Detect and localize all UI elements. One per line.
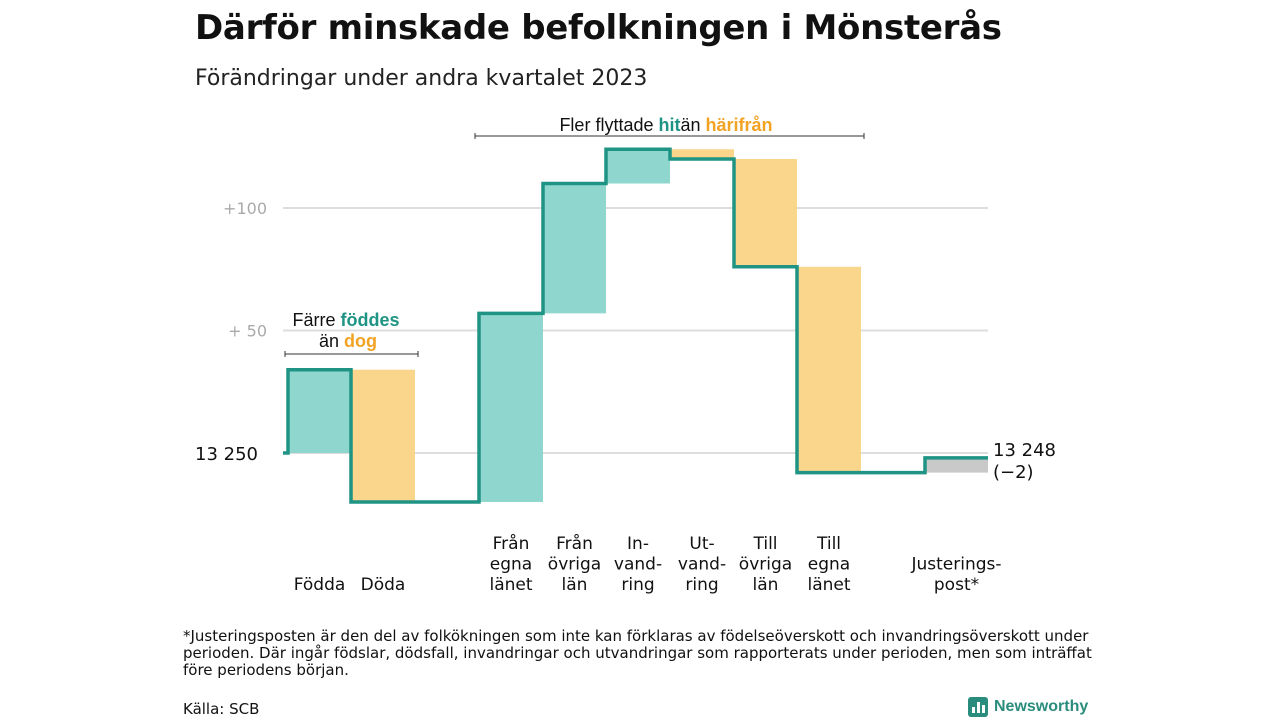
page-subtitle: Förändringar under andra kvartalet 2023 xyxy=(195,66,648,91)
annotation-part: än xyxy=(319,331,344,351)
annotation-part: än xyxy=(680,115,705,135)
births-annotation-line-2: än dog xyxy=(319,331,377,351)
category-label: Till xyxy=(752,534,777,554)
start-value-label: 13 250 xyxy=(195,444,258,465)
category-label: egna xyxy=(808,555,850,575)
category-label: Justerings- xyxy=(910,555,1001,575)
footnote: *Justeringsposten är den del av folkökni… xyxy=(183,627,1092,679)
page-title: Därför minskade befolkningen i Mönsterås xyxy=(195,8,1002,48)
bar xyxy=(351,369,415,502)
annotation-part: Färre xyxy=(292,310,340,330)
category-label: län xyxy=(562,575,588,595)
y-tick-label: + 50 xyxy=(228,322,267,341)
category-label: ring xyxy=(685,575,718,595)
moves-bracket xyxy=(474,133,865,139)
category-label: län xyxy=(753,575,779,595)
bar-chart-icon xyxy=(968,697,988,717)
category-label: egna xyxy=(490,555,532,575)
category-label: Från xyxy=(556,533,593,554)
category-label: övriga xyxy=(739,555,792,575)
category-label: Från xyxy=(493,533,530,554)
births-bracket xyxy=(284,351,419,357)
bars xyxy=(288,149,988,502)
bar xyxy=(543,183,606,314)
category-label: länet xyxy=(807,575,850,595)
end-value-label: 13 248 xyxy=(993,440,1056,461)
annotation-part: dog xyxy=(344,331,377,351)
category-label: In- xyxy=(627,534,649,554)
source-label: Källa: SCB xyxy=(183,700,260,718)
bar xyxy=(734,159,797,267)
category-label: övriga xyxy=(548,555,601,575)
tick-labels: +100 + 50 13 250 xyxy=(195,199,267,465)
cumulative-step-line xyxy=(283,147,988,504)
category-label: vand- xyxy=(614,555,662,575)
category-label: Ut- xyxy=(689,534,714,554)
bar xyxy=(797,266,861,473)
bar xyxy=(670,149,734,159)
bar xyxy=(925,457,988,473)
category-labels: Födda DödaFrånegnalänetFrånövrigalänIn-va… xyxy=(294,533,1002,595)
category-label: vand- xyxy=(678,555,726,575)
bar xyxy=(479,313,543,502)
category-label: Till xyxy=(816,534,841,554)
step-line xyxy=(283,147,988,504)
category-label: Födda xyxy=(294,575,346,595)
annotation-part: härifrån xyxy=(706,115,773,135)
annotation-part: föddes xyxy=(341,310,400,330)
y-tick-label: +100 xyxy=(223,199,267,218)
brand-logo: Newsworthy xyxy=(968,697,1088,717)
end-change-label: (−2) xyxy=(993,462,1034,483)
category-label: post* xyxy=(934,575,979,595)
bar xyxy=(606,149,670,184)
category-label: länet xyxy=(489,575,532,595)
moves-annotation: Fler flyttade hitän härifrån xyxy=(559,115,772,135)
brand-name: Newsworthy xyxy=(994,698,1089,715)
annotation-part: hit xyxy=(658,115,680,135)
births-annotation-line-1: Färre föddes xyxy=(292,310,399,330)
end-labels: 13 248(−2) xyxy=(993,440,1056,483)
category-label: Döda xyxy=(361,575,406,595)
annotation-part: Fler flyttade xyxy=(559,115,658,135)
bar xyxy=(288,369,351,453)
category-label: ring xyxy=(621,575,654,595)
